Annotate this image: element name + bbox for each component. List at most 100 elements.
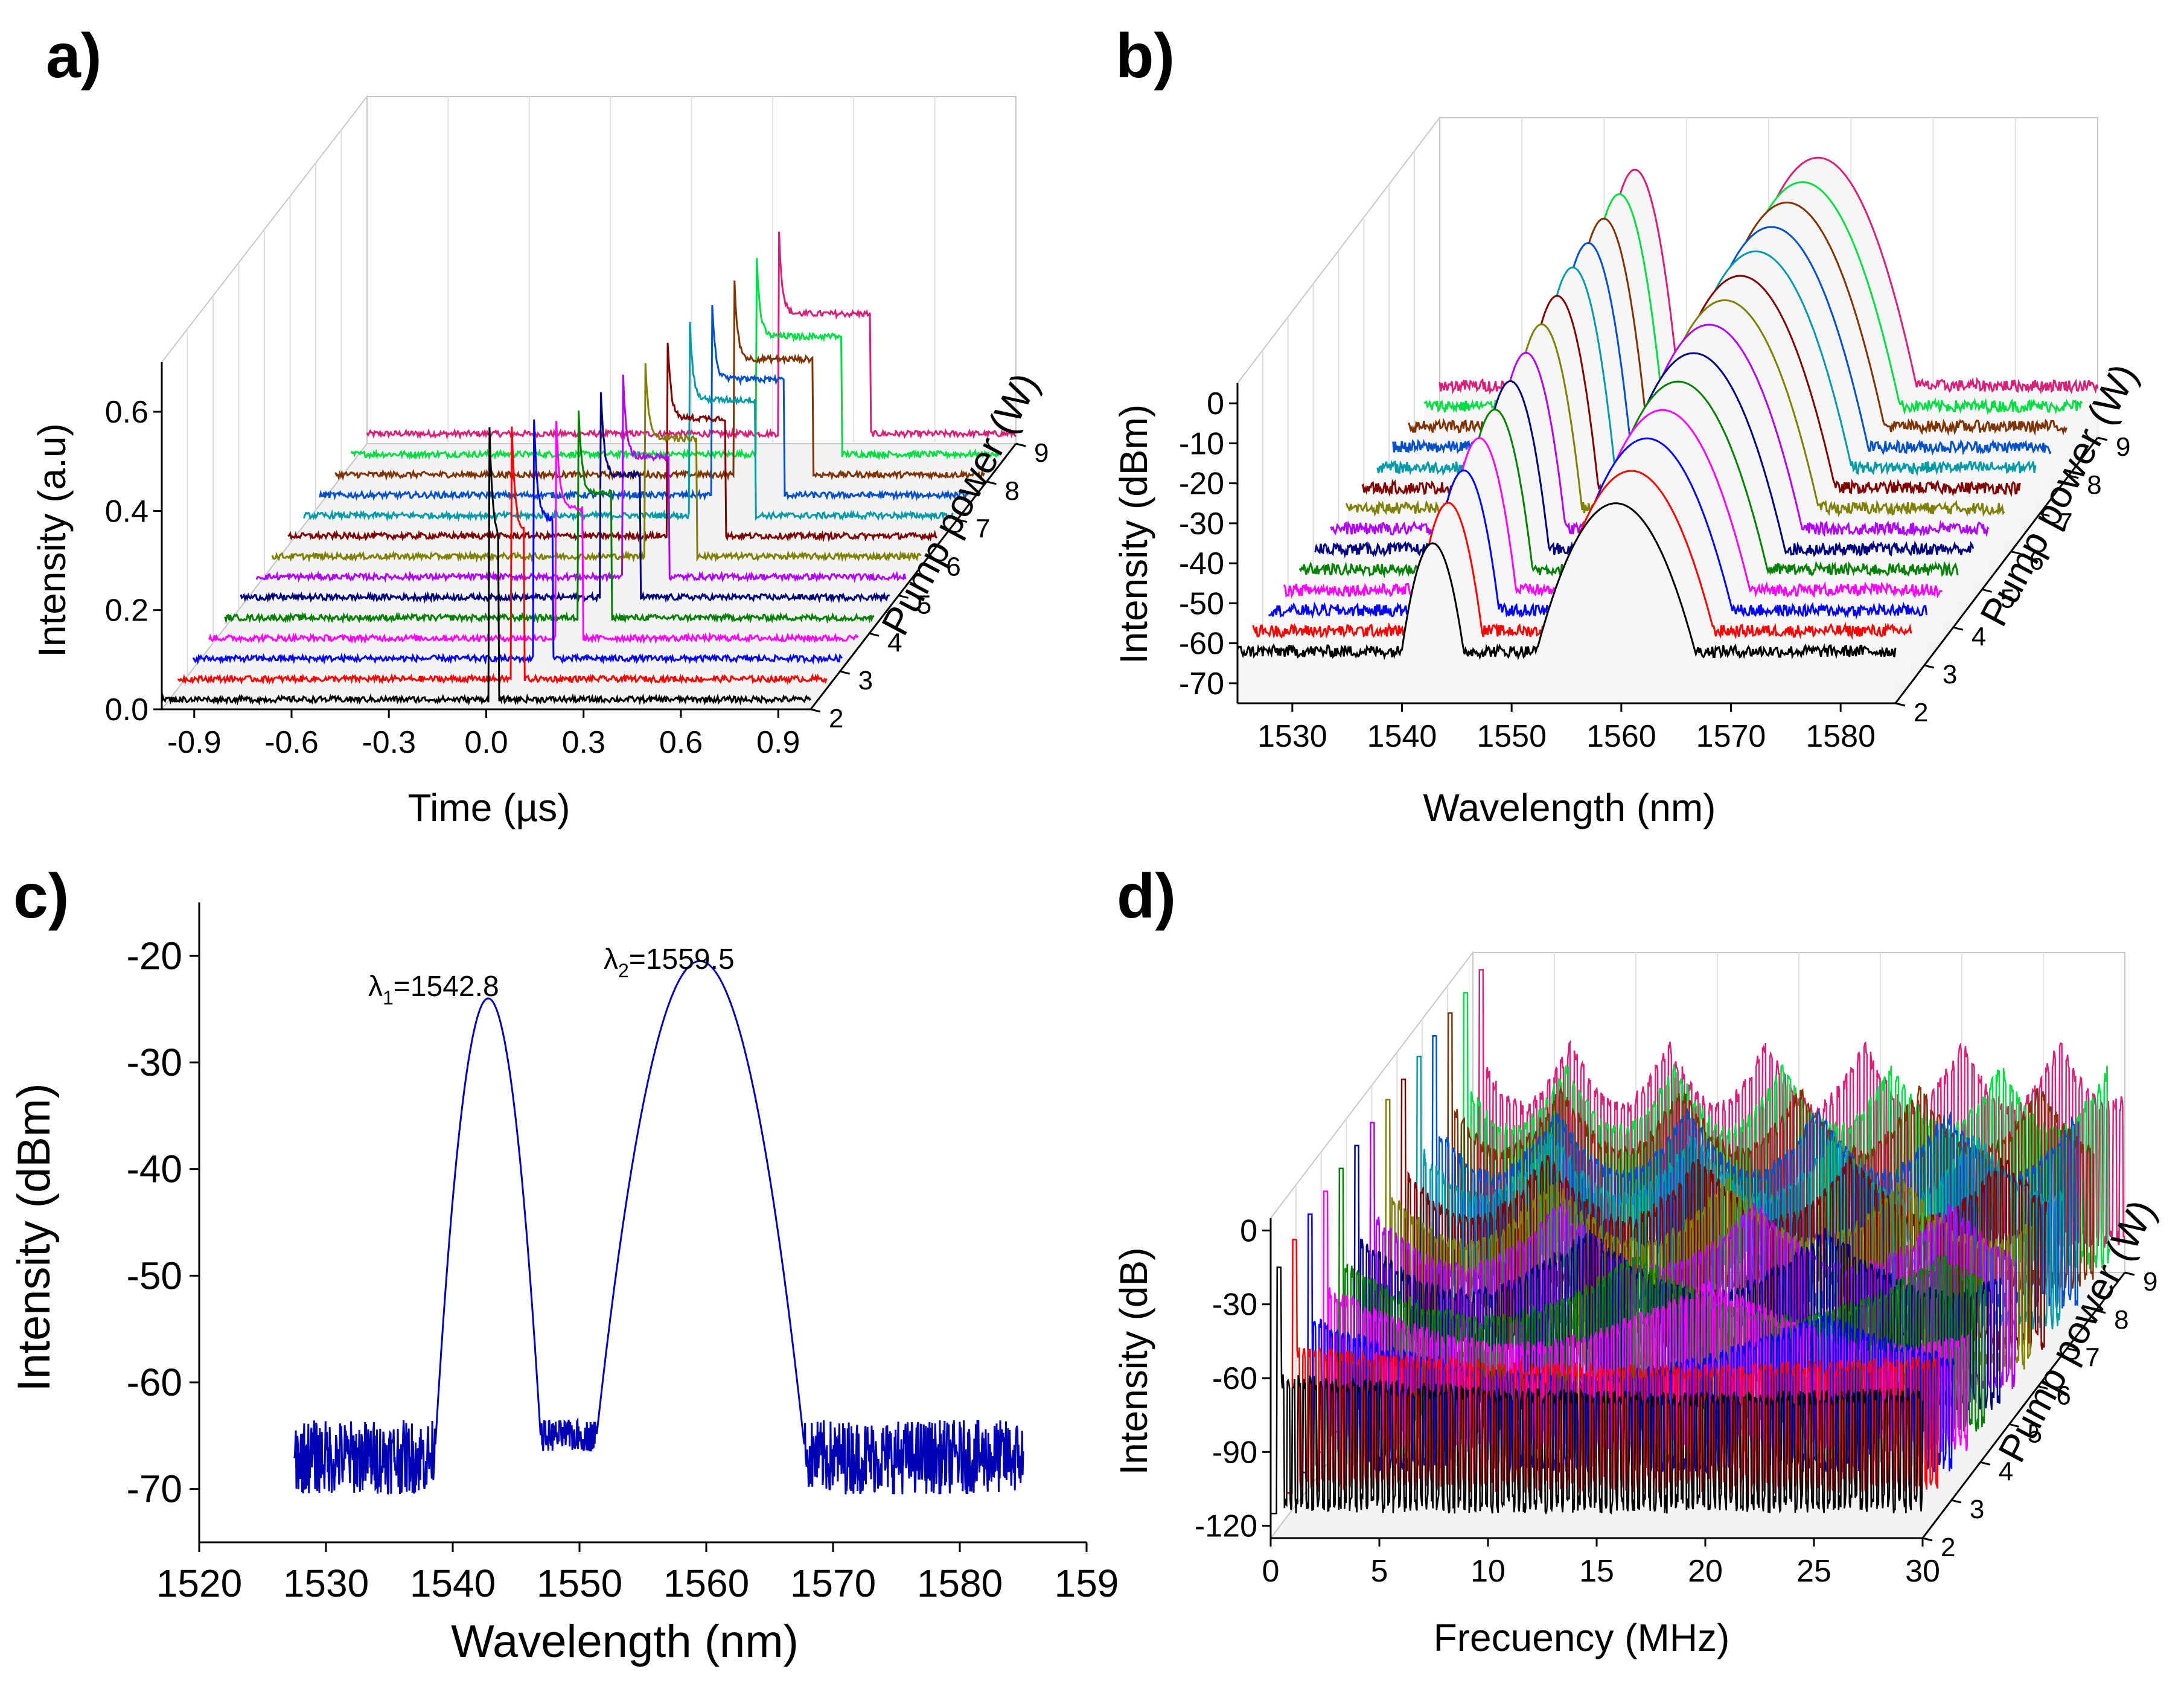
x-tick-label: 10 — [1470, 1554, 1505, 1589]
x-tick-label: 1550 — [1477, 719, 1547, 754]
z-tick-label: 5 — [2028, 1419, 2042, 1448]
z-tick-mark — [2011, 551, 2021, 555]
panel-d-x-ticks: 0 5 10 15 20 25 30 — [1262, 1537, 1940, 1589]
panel-b-x-ticks: 1530 1540 1550 1560 1570 1580 — [1237, 702, 1895, 754]
y-tick-label: 0.6 — [105, 395, 148, 430]
x-tick-label: 1580 — [1806, 719, 1876, 754]
trace-line-5 — [224, 410, 875, 624]
x-tick-label: 159 — [1055, 1562, 1119, 1605]
panel-b-y-label: Intensity (dBm) — [1112, 404, 1155, 664]
z-tick-label: 5 — [917, 590, 931, 619]
z-axis-line — [1894, 437, 2099, 704]
panel-c-y-label: Intensity (dBm) — [8, 1083, 60, 1391]
x-tick-label: -0.9 — [167, 725, 222, 760]
z-tick-mark — [2038, 1385, 2048, 1390]
z-tick-label: 2 — [1941, 1533, 1955, 1562]
y-tick-label: -70 — [1179, 666, 1224, 701]
trace-fill-1 — [1237, 503, 1895, 703]
panel-b-axes: 1530 1540 1550 1560 1570 1580 0 -10 -20 -30 -40 -5… — [1179, 383, 2130, 754]
z-tick-label: 8 — [2114, 1305, 2128, 1335]
z-tick-mark — [1895, 702, 1906, 707]
trace-line-14 — [366, 231, 1017, 441]
panel-c-x-label: Wavelength (nm) — [451, 1616, 799, 1667]
z-tick-label: 6 — [2056, 1381, 2071, 1411]
trace-line-9 — [287, 342, 938, 543]
y-tick-label: -30 — [127, 1041, 183, 1084]
y-tick-label: 0.4 — [105, 494, 148, 529]
z-tick-mark — [2068, 474, 2079, 479]
annotation-2-subscript: 2 — [618, 960, 629, 982]
z-tick-label: 8 — [2087, 470, 2101, 500]
z-tick-mark — [840, 670, 850, 675]
z-tick-label: 4 — [1999, 1457, 2013, 1486]
y-tick-label: -30 — [1179, 506, 1224, 541]
panel-c-annotation-2: λ2=1559.5 — [604, 943, 735, 982]
z-tick-mark — [1980, 1461, 1991, 1466]
trace-line-2 — [1286, 1239, 1940, 1495]
z-tick-label: 7 — [2085, 1343, 2099, 1373]
x-tick-label: 25 — [1796, 1554, 1831, 1589]
z-tick-label: 6 — [946, 552, 960, 582]
y-tick-label: -60 — [127, 1361, 183, 1404]
z-tick-mark — [986, 481, 997, 485]
x-tick-label: 15 — [1579, 1554, 1614, 1589]
panel-c-annotation-1: λ1=1542.8 — [368, 971, 499, 1009]
panel-a-axes: -0.9 -0.6 -0.3 0.0 0.3 0.6 0.9 0.0 0.2 0.4 0.6 23… — [105, 362, 1049, 760]
x-tick-label: 20 — [1688, 1554, 1723, 1589]
x-tick-label: 1570 — [1696, 719, 1766, 754]
z-tick-mark — [1951, 1499, 1962, 1504]
x-tick-label: 1530 — [283, 1562, 369, 1605]
z-axis-line — [809, 443, 1017, 710]
z-tick-mark — [2097, 436, 2108, 441]
panel-d: d) 0 5 10 15 20 25 30 0-30-60-90-120 23456789 … — [1112, 861, 2164, 1659]
annotation-1-value: =1542.8 — [394, 971, 499, 1003]
y-tick-label: 0 — [1207, 386, 1224, 421]
y-tick-label: 0 — [1240, 1213, 1257, 1248]
y-tick-label: -40 — [127, 1148, 183, 1191]
x-tick-label: 1570 — [790, 1562, 876, 1605]
y-tick-label: 0.2 — [105, 593, 148, 628]
z-tick-mark — [810, 708, 821, 713]
z-tick-label: 9 — [1034, 438, 1049, 468]
x-tick-label: 30 — [1905, 1554, 1940, 1589]
panel-a-label: a) — [46, 21, 101, 91]
trace-line-10 — [302, 322, 954, 522]
z-tick-label: 4 — [1972, 622, 1986, 651]
y-tick-label: -70 — [127, 1467, 183, 1511]
trace-line-3 — [1268, 437, 1927, 620]
x-tick-label: 0.0 — [464, 725, 508, 760]
x-tick-label: 1530 — [1257, 719, 1327, 754]
y-tick-label: -50 — [127, 1254, 183, 1297]
panel-a-y-ticks: 0.0 0.2 0.4 0.6 — [105, 362, 163, 727]
trace-line-7 — [255, 374, 907, 583]
z-tick-mark — [2066, 1347, 2077, 1352]
y-tick-label: -20 — [127, 934, 183, 977]
z-tick-mark — [1924, 664, 1935, 669]
x-tick-label: 1520 — [156, 1562, 242, 1605]
x-tick-label: 1540 — [410, 1562, 496, 1605]
z-tick-mark — [1953, 626, 1964, 631]
y-tick-label: -60 — [1212, 1361, 1257, 1396]
z-tick-label: 9 — [2143, 1267, 2157, 1297]
panel-b-x-label: Wavelength (nm) — [1423, 786, 1716, 829]
z-tick-label: 8 — [1004, 476, 1019, 506]
panel-a-y-label: Intensity (a.u) — [30, 423, 74, 657]
trace-line-1 — [1236, 502, 1897, 661]
z-tick-mark — [898, 594, 909, 599]
z-tick-label: 7 — [2058, 508, 2072, 538]
y-tick-label: -60 — [1179, 627, 1224, 662]
z-tick-label: 7 — [975, 514, 990, 544]
z-tick-label: 3 — [1943, 660, 1957, 689]
y-tick-label: -10 — [1179, 426, 1224, 461]
annotation-2-symbol: λ — [604, 943, 618, 975]
z-tick-label: 4 — [887, 628, 902, 657]
panel-c-axes: 1520 1530 1540 1550 1560 1570 1580 159 -20 -30 -4… — [127, 902, 1119, 1605]
trace-line-3 — [192, 419, 843, 665]
trace-line-12 — [334, 280, 986, 481]
x-tick-label: 1540 — [1367, 719, 1437, 754]
trace-line-13 — [350, 258, 1001, 461]
